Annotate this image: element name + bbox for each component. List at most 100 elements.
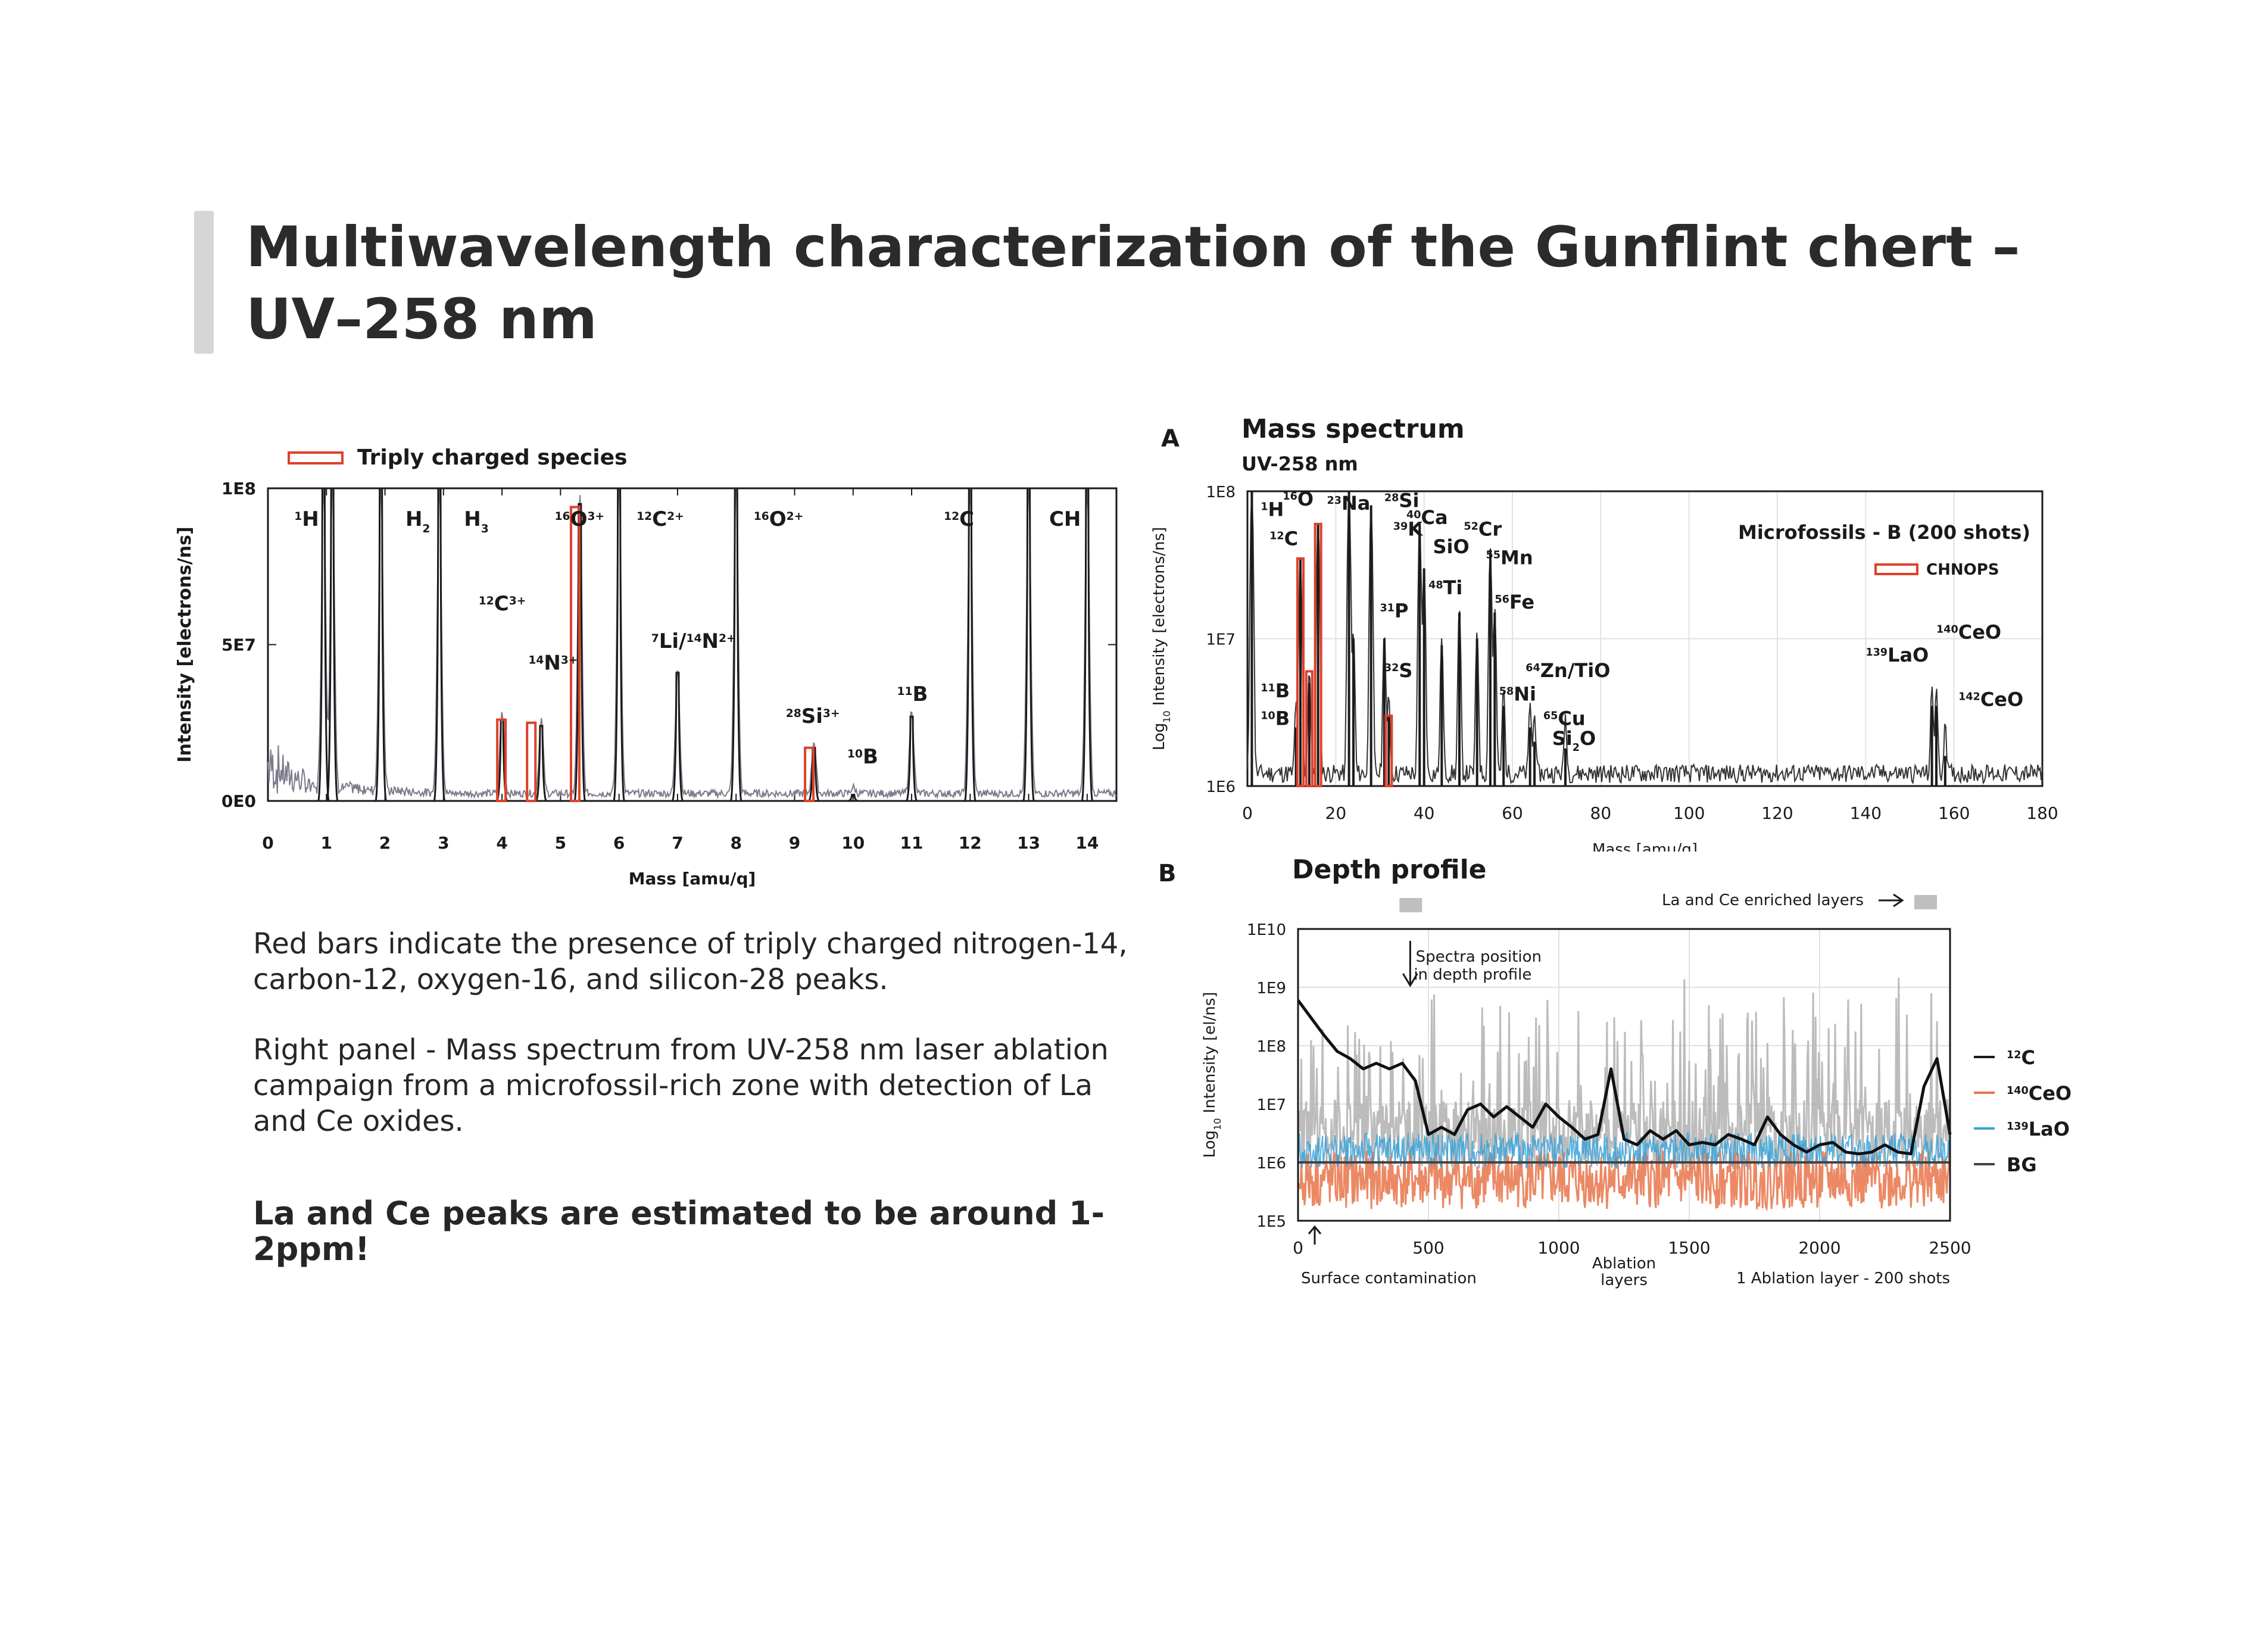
- title-accent-bar: [194, 211, 214, 354]
- ceo-series: [1297, 1148, 1951, 1212]
- x-tick-label: 160: [1938, 803, 1970, 823]
- x-tick-label: 2000: [1798, 1238, 1840, 1258]
- enriched-layers-label: La and Ce enriched layers: [1662, 891, 1864, 909]
- lao-series: [1297, 1131, 1951, 1170]
- plot-frame: [1297, 928, 1951, 1222]
- peak-label: 65Cu: [1543, 707, 1586, 729]
- spectrum-peak: [905, 715, 918, 802]
- peak-label: 23Na: [1327, 492, 1371, 515]
- x-tick-label: 11: [900, 833, 924, 853]
- y-tick-label: 1E5: [1256, 1213, 1286, 1231]
- title-line-2: UV–258 nm: [246, 287, 597, 352]
- y-tick-label: 0E0: [222, 791, 256, 811]
- peak-label: 28Si3+: [786, 704, 840, 728]
- peak-label: 31P: [1380, 599, 1409, 622]
- spectrum-peak: [613, 487, 626, 802]
- caption-red-bars: Red bars indicate the presence of triply…: [253, 927, 1128, 996]
- y-tick-label: 1E8: [1206, 484, 1236, 501]
- x-tick-label: 5: [555, 833, 566, 853]
- x-tick-label: 13: [1017, 833, 1040, 853]
- spectrum-peak: [317, 487, 330, 802]
- y-tick-label: 1E10: [1247, 921, 1286, 939]
- peak-label: 140CeO: [1936, 621, 2001, 644]
- x-tick-label: 7: [672, 833, 683, 853]
- y-axis-label: Log10 Intensity [electrons/ns]: [1150, 527, 1172, 750]
- peak-label: 12C2+: [637, 507, 684, 531]
- peak-label: SiO: [1433, 535, 1470, 558]
- caption-right-panel: Right panel - Mass spectrum from UV-258 …: [253, 1033, 1109, 1138]
- peak-label: 32S: [1384, 659, 1413, 682]
- x-tick-label: 100: [1673, 803, 1705, 823]
- peak-label: 28Si: [1384, 489, 1420, 512]
- plot-frame: [1246, 490, 2044, 787]
- panel-a-title: Mass spectrum: [1241, 414, 1465, 444]
- x-tick-label: 4: [496, 833, 507, 853]
- enriched-layer-marker: [1399, 898, 1422, 912]
- y-tick-label: 1E6: [1256, 1155, 1286, 1173]
- annotation-surface: Surface contamination: [1301, 1270, 1477, 1287]
- legend-label: 140CeO: [2007, 1082, 2072, 1105]
- peak-label: 10B: [1261, 707, 1290, 729]
- peak-label: 39K: [1393, 518, 1423, 541]
- x-tick-label: 1: [321, 833, 332, 853]
- panel-a-subtitle: UV-258 nm: [1241, 453, 1358, 475]
- triply-charged-bar: [496, 718, 507, 802]
- x-tick-label: 10: [841, 833, 865, 853]
- peak-label: 7Li/14N2+: [651, 629, 736, 653]
- spectrum-peak: [847, 794, 859, 802]
- peak-label: Si2O: [1552, 727, 1596, 754]
- carbon-smoothed-line: [1296, 999, 1952, 1156]
- chnops-bar: [1314, 522, 1322, 787]
- plot-frame: [267, 487, 1118, 802]
- legend-swatch-triply: [288, 451, 344, 464]
- spectrum-peak: [671, 672, 684, 802]
- peak-label: 55Mn: [1486, 546, 1533, 569]
- x-tick-label: 80: [1590, 803, 1612, 823]
- peak-label: 56Fe: [1495, 591, 1534, 613]
- chnops-bar: [1296, 557, 1305, 787]
- panel-letter-a: A: [1161, 425, 1180, 453]
- legend-label: 139LaO: [2007, 1118, 2070, 1140]
- peak-label: 12C: [1269, 528, 1298, 550]
- y-tick-label: 1E9: [1256, 980, 1286, 997]
- triply-charged-bar: [804, 746, 815, 802]
- peak-label: 1H: [294, 507, 319, 531]
- peak-label: 142CeO: [1958, 688, 2023, 710]
- spectrum-peak: [1081, 487, 1094, 802]
- x-tick-label: 180: [2026, 803, 2058, 823]
- annotation-ablation-layer: 1 Ablation layer - 200 shots: [1736, 1270, 1950, 1287]
- spectrum-peak: [963, 487, 977, 802]
- spectrum-noise-line: [267, 488, 1117, 800]
- peak-label: 52Cr: [1464, 518, 1502, 541]
- peak-label: 139LaO: [1865, 644, 1929, 666]
- peak-label: 48Ti: [1428, 576, 1462, 599]
- peak-label: 12C: [944, 507, 974, 531]
- peak-label: 58Ni: [1499, 683, 1536, 706]
- peak-label: 14N3+: [528, 651, 578, 675]
- triply-charged-bar: [569, 506, 581, 802]
- x-tick-label: 140: [1850, 803, 1882, 823]
- x-tick-label: 2500: [1929, 1238, 1971, 1258]
- annotation-ablation-2: layers: [1601, 1271, 1648, 1289]
- y-tick-label: 1E7: [1256, 1096, 1286, 1114]
- x-tick-label: 9: [789, 833, 800, 853]
- x-tick-label: 1500: [1668, 1238, 1710, 1258]
- spectrum-peak: [326, 487, 339, 802]
- peak-label: 64Zn/TiO: [1525, 659, 1610, 682]
- chart-mass-spectrum-a: A Mass spectrum UV-258 nm 0 20 40 60 80 100 120 14…: [1150, 414, 2058, 852]
- x-tick-label: 3: [438, 833, 449, 853]
- peak-label: 10B: [847, 745, 878, 769]
- annotation-spectra-1: Spectra position: [1416, 948, 1542, 966]
- title-line-1: Multiwavelength characterization of the …: [246, 215, 2020, 280]
- peak-label: 1H: [1261, 498, 1284, 520]
- surface-arrow-icon: [1308, 1225, 1322, 1245]
- peak-label: 16O3+: [555, 507, 605, 531]
- spectrum-peak: [1022, 487, 1035, 802]
- x-tick-label: 20: [1325, 803, 1347, 823]
- x-tick-label: 1000: [1537, 1238, 1580, 1258]
- y-tick-label: 1E7: [1206, 631, 1236, 649]
- x-tick-label: 0: [1293, 1238, 1303, 1258]
- chnops-bar: [1305, 670, 1314, 787]
- x-tick-label: 12: [959, 833, 982, 853]
- enriched-arrow-icon: [1879, 893, 1904, 908]
